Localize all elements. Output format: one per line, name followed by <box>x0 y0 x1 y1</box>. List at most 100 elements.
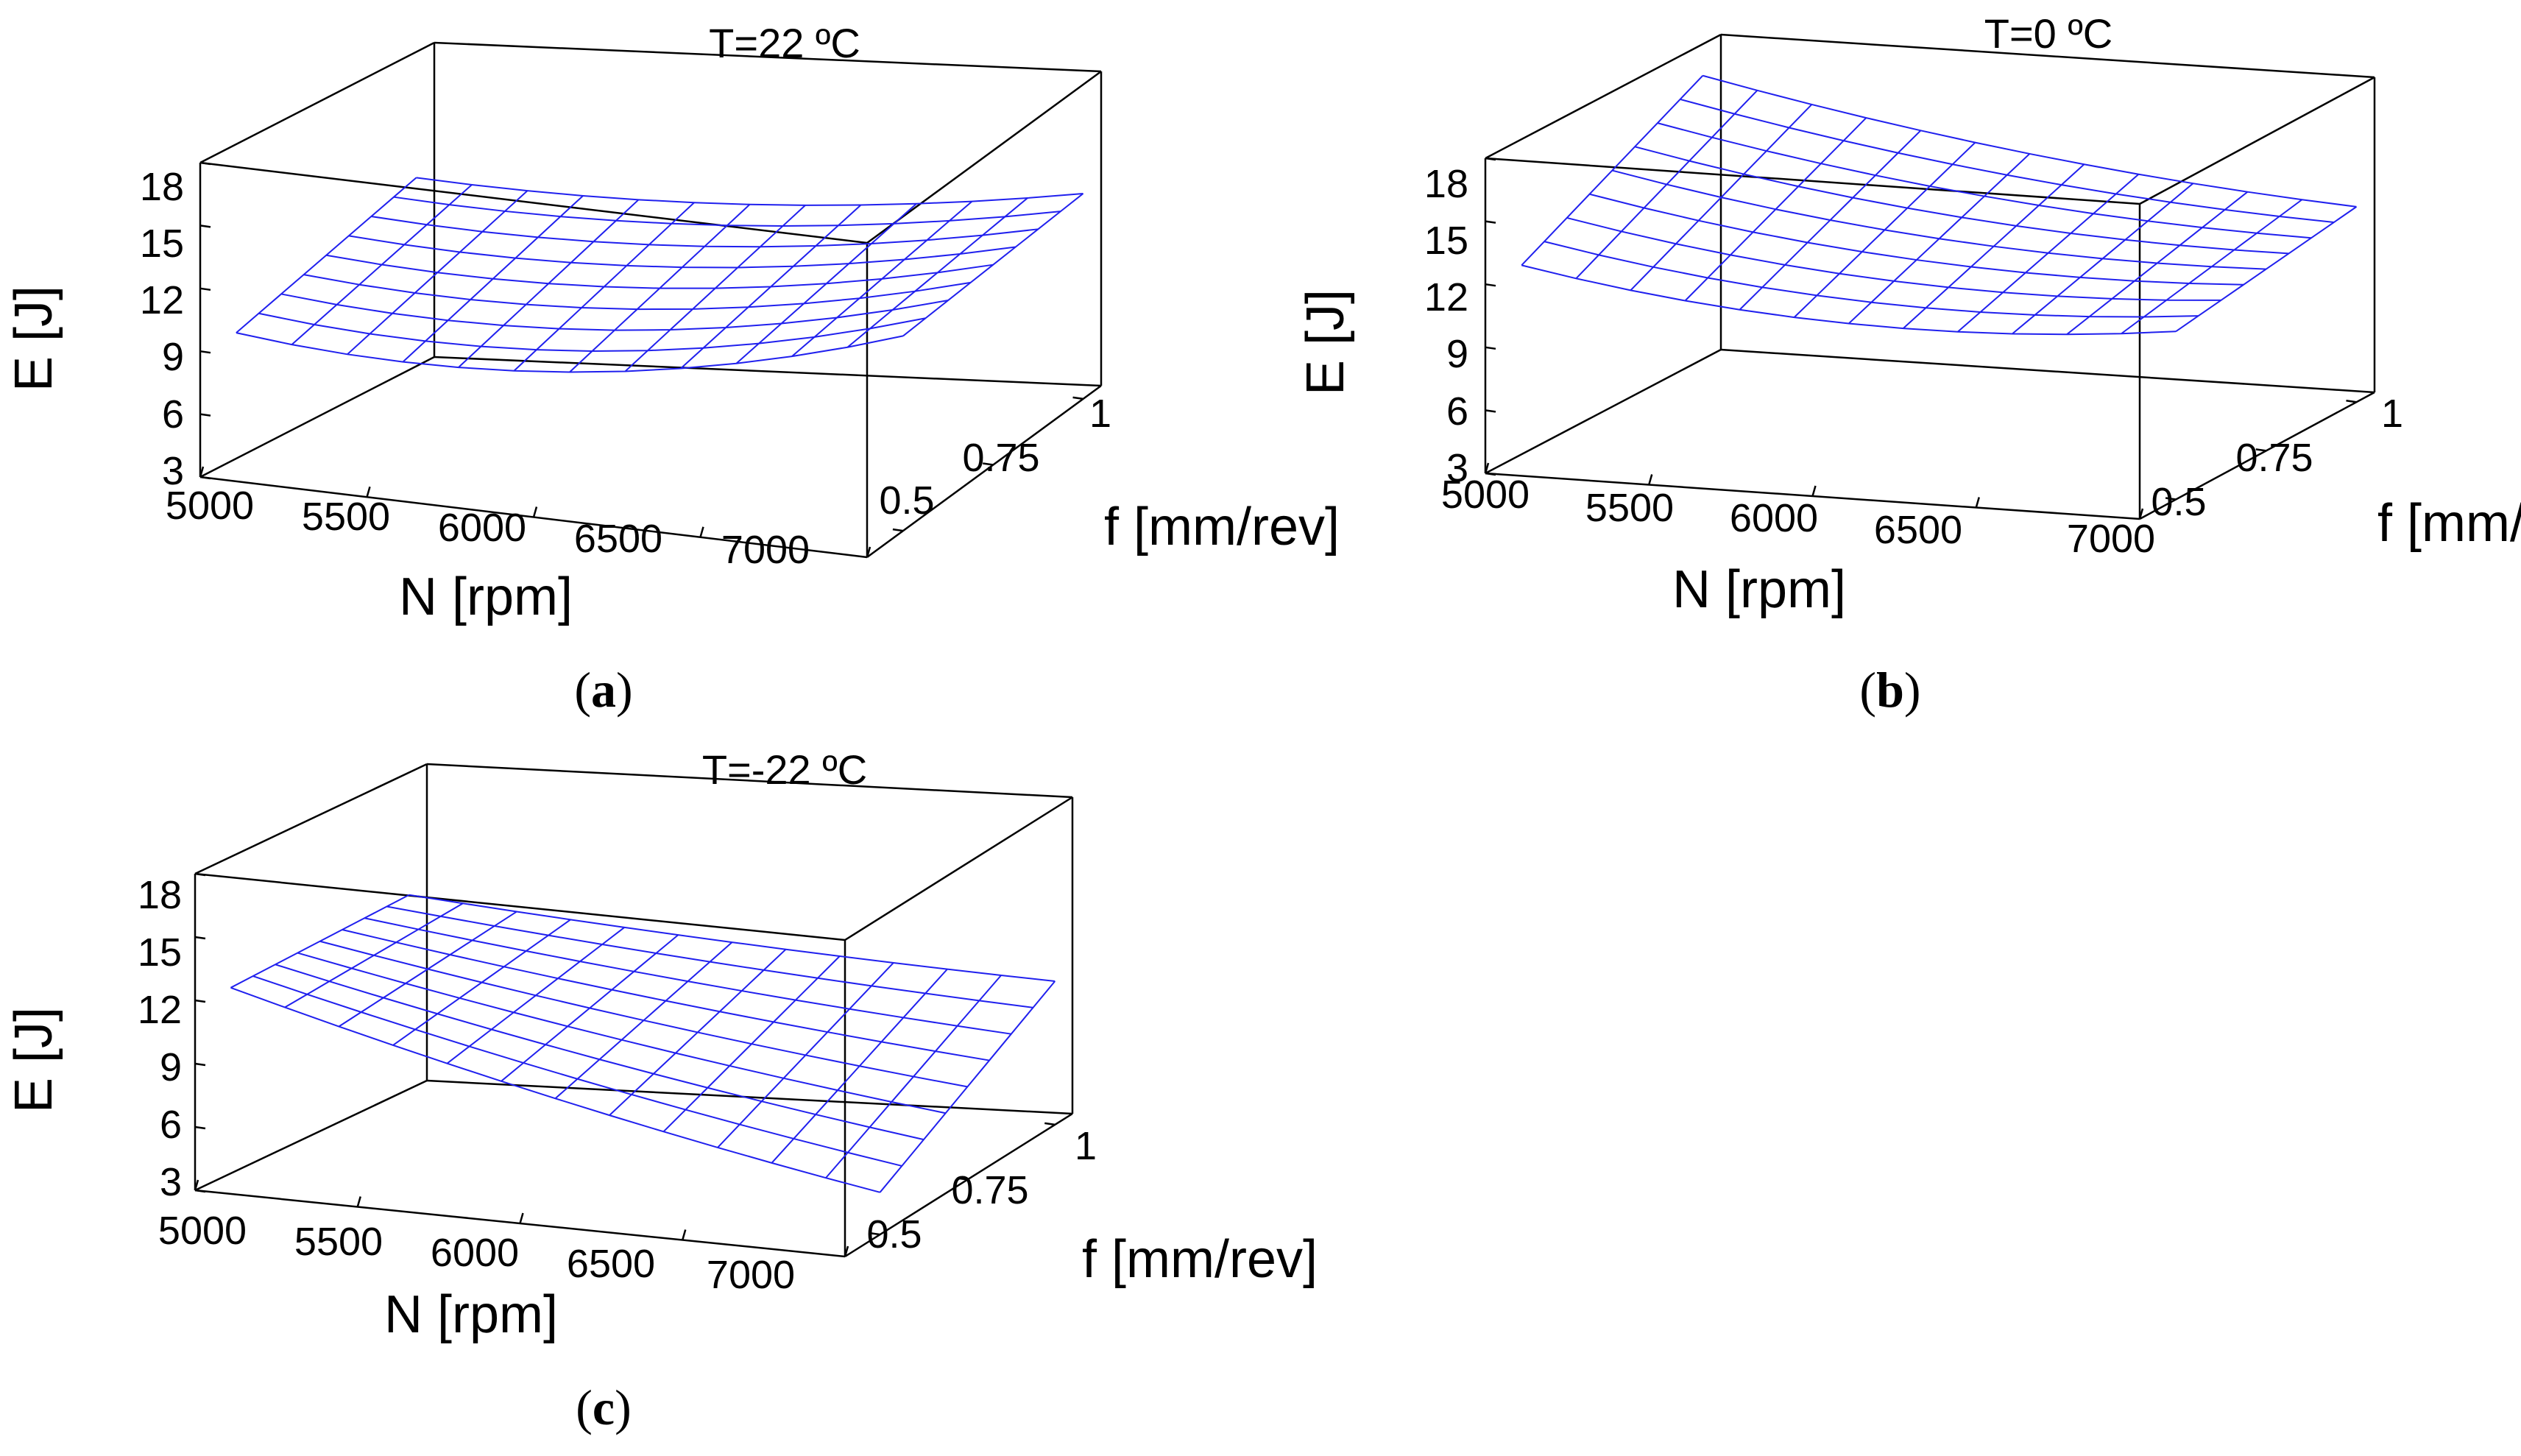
mesh-line-f <box>402 195 584 363</box>
mesh-line-f <box>771 968 948 1164</box>
y-axis-title: f [mm/rev] <box>1104 498 1340 556</box>
mesh-line-f <box>338 911 517 1028</box>
mesh-line-f <box>879 980 1056 1193</box>
z-tick-label: 3 <box>1446 446 1468 490</box>
chart-title: T=0 ºC <box>1984 10 2113 57</box>
box-edge <box>426 763 1073 799</box>
mesh-line-f <box>513 202 695 372</box>
z-tick-mark <box>199 161 211 166</box>
x-tick-label: 5500 <box>1585 486 1674 530</box>
z-tick-label: 15 <box>1424 219 1468 263</box>
x-tick-mark <box>699 526 704 538</box>
mesh-line-f <box>1903 163 2085 329</box>
x-tick-mark <box>2138 508 2144 520</box>
y-tick-label: 1 <box>1089 392 1111 436</box>
z-tick-mark <box>194 936 206 940</box>
z-tick-label: 12 <box>140 278 184 322</box>
y-axis-title: f [mm/rev] <box>2377 494 2521 553</box>
z-tick-label: 9 <box>162 335 184 379</box>
box-edge <box>199 161 868 244</box>
box-edge <box>2139 76 2375 205</box>
y-tick-mark <box>2255 448 2266 452</box>
z-tick-label: 9 <box>1446 332 1468 376</box>
surface-mesh <box>236 177 1084 373</box>
z-tick-mark <box>199 287 211 291</box>
y-tick-label: 0.5 <box>2151 480 2206 524</box>
mesh-line-f <box>446 927 625 1064</box>
mesh-line-f <box>291 184 473 345</box>
z-tick-mark <box>199 225 211 228</box>
box-edge <box>866 70 1102 244</box>
chart-panel-c: 3 6 9 12 15 18 5000 5500 6000 6500 7000 0.5 0.75 1 T=-… <box>4 746 1318 1435</box>
mesh-line-f <box>1793 141 1976 318</box>
mesh-line-n <box>297 952 946 1114</box>
x-tick-label: 5000 <box>158 1209 247 1253</box>
mesh-line-f <box>680 204 862 370</box>
surface-mesh <box>230 894 1056 1193</box>
x-tick-mark <box>1975 497 1980 508</box>
y-tick-label: 0.75 <box>962 436 1039 480</box>
z-tick-mark <box>1485 409 1496 413</box>
x-tick-label: 6000 <box>431 1231 519 1275</box>
x-tick-mark <box>532 506 538 517</box>
z-tick-mark <box>194 1189 206 1193</box>
box-edge <box>1485 157 2140 205</box>
x-tick-mark <box>682 1229 687 1240</box>
box-edge <box>1720 33 2375 79</box>
mesh-line-n <box>364 917 1011 1035</box>
mesh-line-f <box>1521 75 1704 266</box>
z-tick-mark <box>1485 157 1496 161</box>
z-tick-label: 6 <box>1446 389 1468 434</box>
mesh-line-f <box>236 177 417 333</box>
box-edge <box>434 41 1102 73</box>
mesh-line-f <box>2175 206 2358 333</box>
mesh-line-n <box>1589 193 2244 286</box>
y-tick-mark <box>1072 396 1083 400</box>
box-edge <box>194 872 846 941</box>
z-tick-mark <box>1485 283 1496 287</box>
y-tick-mark <box>2165 497 2177 501</box>
x-tick-label: 6000 <box>438 506 526 550</box>
x-tick-mark <box>194 1179 199 1191</box>
mesh-line-f <box>347 190 528 356</box>
z-tick-mark <box>194 1125 206 1130</box>
box-edge <box>1720 348 2375 394</box>
z-tick-label: 12 <box>1424 275 1468 319</box>
mesh-line-f <box>2066 191 2249 336</box>
z-axis-title: E [J] <box>1296 289 1355 395</box>
mesh-line-f <box>1848 153 2031 325</box>
mesh-line-f <box>2012 183 2194 335</box>
z-axis-title: E [J] <box>4 286 63 392</box>
x-axis-title: N [rpm] <box>384 1285 558 1344</box>
y-tick-label: 1 <box>1075 1124 1097 1168</box>
surface-mesh <box>1521 74 2358 336</box>
panel-label: (b) <box>1859 662 1920 718</box>
z-tick-mark <box>199 476 211 480</box>
z-tick-label: 9 <box>160 1045 182 1089</box>
mesh-line-f <box>1739 130 1922 311</box>
x-tick-label: 6500 <box>567 1242 655 1286</box>
y-tick-mark <box>892 528 904 532</box>
panel-label: (c) <box>576 1379 632 1435</box>
mesh-line-f <box>284 902 464 1008</box>
chart-title: T=22 ºC <box>709 20 860 66</box>
z-tick-mark <box>1485 472 1496 476</box>
x-tick-label: 7000 <box>721 528 810 572</box>
mesh-line-n <box>230 986 880 1193</box>
y-tick-label: 0.75 <box>951 1168 1028 1212</box>
x-tick-label: 5000 <box>1441 473 1530 517</box>
x-tick-mark <box>1811 485 1817 497</box>
z-tick-mark <box>194 1062 206 1067</box>
mesh-line-f <box>735 203 917 364</box>
x-axis-title: N [rpm] <box>399 568 573 626</box>
mesh-line-f <box>1957 173 2140 333</box>
box-edge <box>199 41 435 164</box>
x-axis-title: N [rpm] <box>1672 560 1846 619</box>
mesh-line-f <box>902 193 1084 337</box>
box-edge <box>1485 348 1722 475</box>
z-tick-label: 6 <box>160 1103 182 1147</box>
mesh-line-f <box>392 919 571 1046</box>
z-tick-mark <box>1485 220 1496 224</box>
y-axis-title: f [mm/rev] <box>1082 1230 1318 1289</box>
